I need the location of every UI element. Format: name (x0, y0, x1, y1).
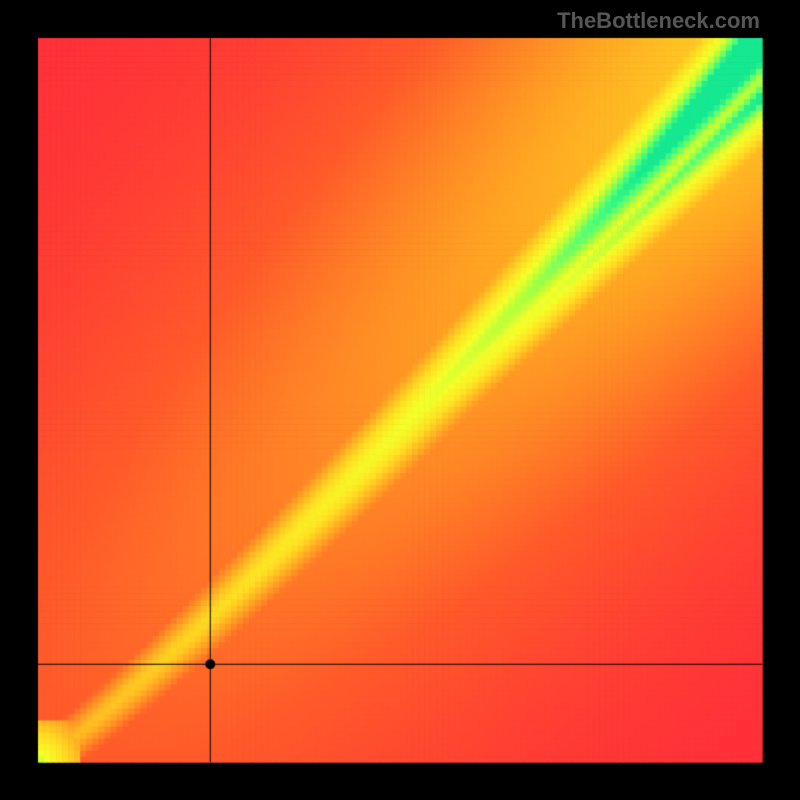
bottleneck-heatmap (0, 0, 800, 800)
watermark-text: TheBottleneck.com (557, 8, 760, 34)
chart-container: TheBottleneck.com (0, 0, 800, 800)
